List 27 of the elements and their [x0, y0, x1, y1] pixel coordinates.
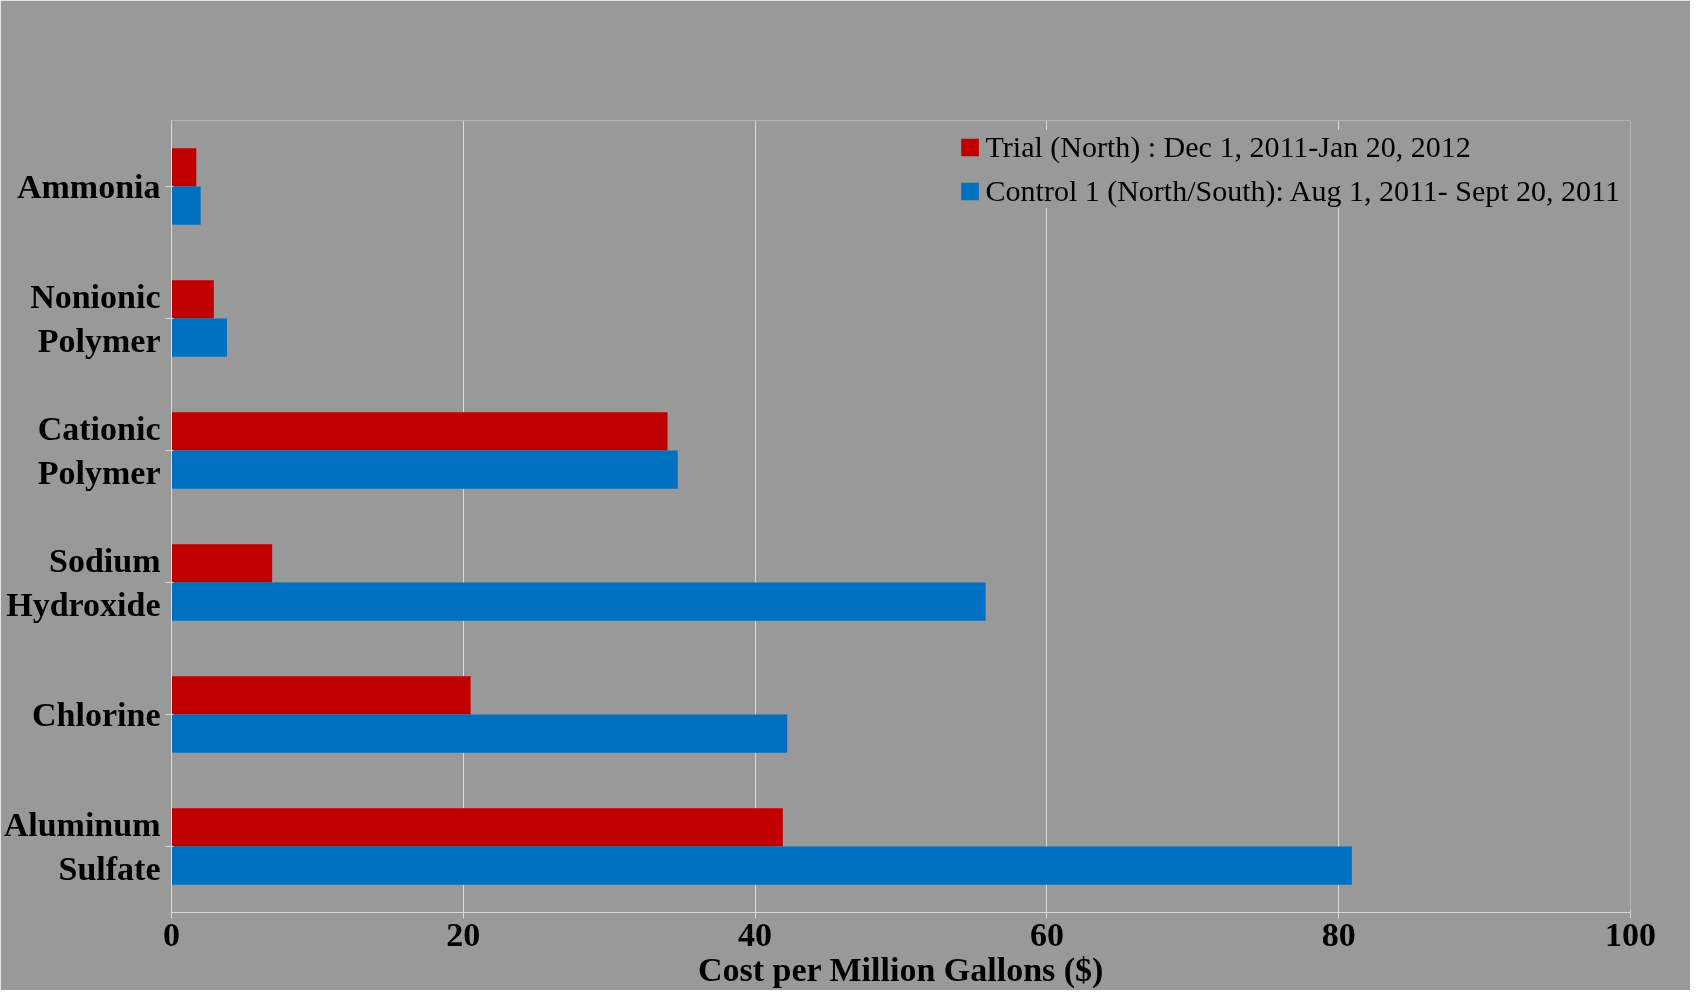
bar — [171, 676, 471, 715]
y-tick-label: Aluminum Sulfate — [3, 805, 161, 888]
bar — [171, 186, 201, 225]
bar — [171, 318, 227, 357]
bar — [171, 544, 273, 583]
bar — [171, 412, 668, 451]
x-axis-title: Cost per Million Gallons ($) — [697, 950, 1104, 989]
x-tick-label: 60 — [1029, 915, 1064, 953]
y-tick-label: Nonionic Polymer — [30, 277, 161, 360]
x-tick-label: 40 — [738, 915, 773, 953]
x-tick-label: 20 — [446, 915, 481, 953]
bar — [171, 714, 788, 753]
legend-label: Trial (North) : Dec 1, 2011-Jan 20, 2012 — [985, 130, 1471, 164]
legend-label: Control 1 (North/South): Aug 1, 2011- Sept 20, 2011 — [985, 174, 1620, 208]
y-tick-label: Sodium Hydroxide — [6, 541, 161, 624]
x-tick-label: 0 — [163, 915, 180, 953]
x-tick-label: 80 — [1321, 915, 1356, 953]
x-tick-label: 100 — [1605, 915, 1656, 953]
bar — [171, 148, 197, 187]
bar — [171, 846, 1352, 885]
bar — [171, 280, 214, 319]
y-tick-label: Cationic Polymer — [37, 409, 161, 492]
bar — [171, 582, 986, 621]
bar — [171, 808, 783, 847]
bar — [171, 450, 678, 489]
y-tick-label: Chlorine — [32, 696, 161, 733]
y-tick-label: Ammonia — [16, 168, 161, 205]
